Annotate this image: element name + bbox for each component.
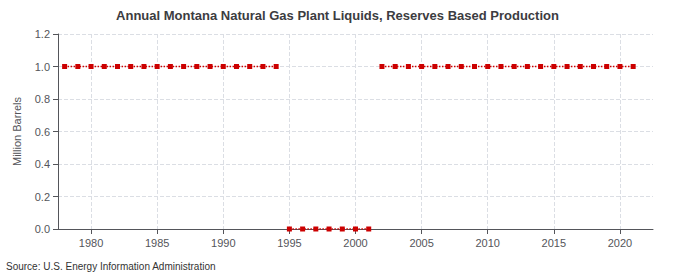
svg-text:1985: 1985	[145, 237, 169, 249]
svg-text:2020: 2020	[608, 237, 632, 249]
svg-text:2010: 2010	[475, 237, 499, 249]
svg-text:2000: 2000	[343, 237, 367, 249]
svg-text:0.0: 0.0	[35, 223, 50, 235]
svg-text:1.0: 1.0	[35, 61, 50, 73]
svg-text:1980: 1980	[79, 237, 103, 249]
svg-text:2015: 2015	[542, 237, 566, 249]
svg-text:0.4: 0.4	[35, 158, 50, 170]
svg-text:Annual Montana Natural Gas Pla: Annual Montana Natural Gas Plant Liquids…	[116, 8, 559, 23]
svg-text:0.6: 0.6	[35, 126, 50, 138]
svg-text:Million Barrels: Million Barrels	[11, 96, 23, 166]
svg-text:0.2: 0.2	[35, 191, 50, 203]
svg-text:1.2: 1.2	[35, 28, 50, 40]
svg-text:Source: U.S. Energy Informatio: Source: U.S. Energy Information Administ…	[6, 261, 216, 272]
svg-text:2005: 2005	[409, 237, 433, 249]
svg-text:1990: 1990	[211, 237, 235, 249]
svg-text:1995: 1995	[277, 237, 301, 249]
svg-text:0.8: 0.8	[35, 93, 50, 105]
